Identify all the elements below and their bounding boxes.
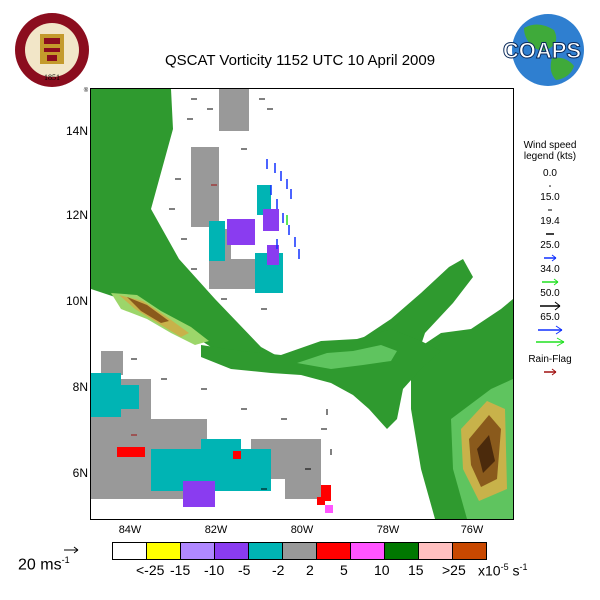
- legend-value: 34.0: [540, 264, 560, 275]
- reference-vector-text: 20 ms: [18, 556, 62, 574]
- colorbar-label: -15: [170, 562, 191, 578]
- colorbar-label: 2: [306, 562, 314, 578]
- legend-entry: 0.0: [510, 168, 590, 192]
- lon-label-84w: 84W: [118, 524, 142, 536]
- wind-vectors-blue: [266, 159, 300, 259]
- reference-arrow-icon: [64, 546, 79, 554]
- colorbar-swatch: [249, 543, 283, 559]
- units-exponent: -5: [500, 562, 509, 572]
- legend-arrow-icon: [546, 233, 554, 235]
- land-central-america: [91, 89, 473, 369]
- vorticity-cells-purple: [183, 209, 279, 507]
- colorbar-units: x10-5 s-1: [478, 562, 528, 579]
- colorbar-swatch: [385, 543, 419, 559]
- vorticity-cells-red: [117, 447, 331, 505]
- lon-label-80w: 80W: [290, 524, 314, 536]
- colorbar-labels: <-25 -15 -10 -5 -2 2 5 10 15 >25: [112, 562, 592, 580]
- reference-vector-exponent: -1: [61, 555, 70, 565]
- units-base: x10: [478, 562, 501, 579]
- legend-arrow-icon: [544, 254, 557, 262]
- lat-label-14n: 14N: [65, 124, 88, 138]
- coaps-logo: COAPS: [502, 14, 584, 86]
- colorbar-label: -10: [204, 562, 225, 578]
- lat-label-6n: 6N: [72, 466, 88, 480]
- legend-value: 65.0: [540, 312, 560, 323]
- colorbar-label: 5: [340, 562, 348, 578]
- lat-label-10n: 10N: [65, 294, 88, 308]
- vorticity-cell-magenta: [325, 505, 333, 513]
- legend-title-line2: legend (kts): [523, 151, 577, 162]
- rain-flag-icon: [544, 368, 557, 376]
- map-canvas: [91, 89, 513, 519]
- legend-arrow-icon: [540, 301, 561, 311]
- legend-value: 15.0: [540, 192, 560, 203]
- fsu-seal-logo: 1851 ®: [15, 13, 89, 94]
- colorbar-swatch: [351, 543, 385, 559]
- legend-entry: 25.0: [510, 240, 590, 264]
- colorbar-label: -5: [238, 562, 251, 578]
- legend-value: 50.0: [540, 288, 560, 299]
- wind-speed-legend: Wind speed legend (kts) 0.0 15.0 19.4 25…: [510, 140, 590, 351]
- registered-mark: ®: [84, 87, 89, 94]
- vorticity-colorbar: [112, 542, 487, 560]
- units-tail-exponent: -1: [519, 562, 528, 572]
- legend-value: 0.0: [543, 168, 557, 179]
- colorbar-swatch: [317, 543, 351, 559]
- rain-flag-legend: Rain-Flag: [510, 354, 590, 382]
- legend-arrow-icon: [536, 337, 565, 347]
- rain-flags: [131, 184, 217, 436]
- lat-label-12n: 12N: [65, 208, 88, 222]
- coaps-text: COAPS: [503, 38, 581, 63]
- colorbar-swatch: [453, 543, 486, 559]
- legend-arrow-icon: [538, 325, 563, 335]
- units-tail: s: [512, 562, 520, 579]
- legend-entry: 19.4: [510, 216, 590, 240]
- legend-entry: 34.0: [510, 264, 590, 288]
- colorbar-swatch: [147, 543, 181, 559]
- legend-entry: 15.0: [510, 192, 590, 216]
- map-panel: [90, 88, 514, 520]
- colorbar-label: -2: [272, 562, 285, 578]
- lon-label-82w: 82W: [204, 524, 228, 536]
- colorbar-swatch: [283, 543, 317, 559]
- legend-value: 25.0: [540, 240, 560, 251]
- legend-entry: 65.0: [510, 312, 590, 336]
- map-title: QSCAT Vorticity 1152 UTC 10 April 2009: [164, 52, 436, 69]
- legend-arrow-icon: [542, 278, 559, 286]
- lon-label-76w: 76W: [460, 524, 484, 536]
- legend-value: 19.4: [540, 216, 560, 227]
- colorbar-swatch: [113, 543, 147, 559]
- colorbar-label: 10: [374, 562, 390, 578]
- colorbar-swatch: [419, 543, 453, 559]
- lon-label-78w: 78W: [376, 524, 400, 536]
- colorbar-label: <-25: [136, 562, 165, 578]
- legend-arrow-icon: [548, 209, 552, 211]
- colorbar-swatch: [181, 543, 215, 559]
- colorbar-label: 15: [408, 562, 424, 578]
- wind-vectors-black: [131, 98, 332, 490]
- colorbar-swatch: [215, 543, 249, 559]
- reference-vector-label: 20 ms-1: [18, 555, 70, 574]
- colorbar-label: >25: [442, 562, 466, 578]
- lat-label-8n: 8N: [72, 380, 88, 394]
- rain-flag-label: Rain-Flag: [528, 354, 572, 365]
- legend-title-line1: Wind speed: [523, 140, 577, 151]
- legend-arrow-icon: [549, 185, 551, 187]
- legend-entry: 50.0: [510, 288, 590, 312]
- fsu-year: 1851: [44, 73, 60, 82]
